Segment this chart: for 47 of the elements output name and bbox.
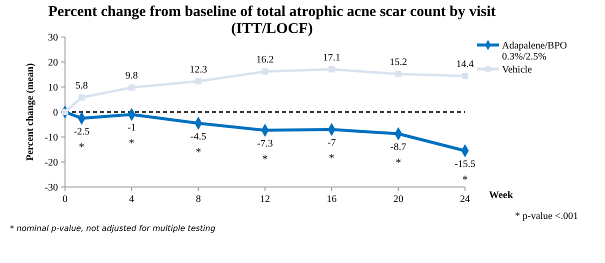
- y-tick-label: 20: [48, 58, 58, 68]
- y-tick-label: 10: [48, 82, 58, 94]
- y-tick-label: -20: [44, 158, 58, 168]
- data-label: -15.5: [454, 158, 476, 170]
- data-label: -4.5: [190, 131, 206, 142]
- annotation: *: [462, 174, 468, 186]
- data-label: 16.2: [256, 54, 274, 66]
- point: [462, 72, 468, 80]
- point: [195, 78, 202, 84]
- x-tick-label: 4: [129, 194, 134, 205]
- point: [78, 94, 85, 101]
- point: [128, 84, 135, 91]
- point: [328, 66, 335, 72]
- text: * nominal p-value, not adjusted for multiple testing: [10, 224, 216, 233]
- text: * p-value <.001: [515, 211, 578, 222]
- data-label: 17.1: [322, 52, 340, 64]
- annotation: *: [196, 146, 202, 158]
- y-tick-label: 0: [53, 108, 58, 118]
- data-label: 9.8: [125, 70, 138, 82]
- annotation: *: [78, 141, 84, 154]
- x-axis-title: Week: [489, 190, 514, 201]
- data-label: 5.8: [75, 80, 88, 92]
- annotation: *: [128, 138, 134, 150]
- point: [395, 70, 402, 78]
- legend-label: Adapalene/BPO 0.3%/2.5%: [502, 40, 567, 62]
- x-tick-label: 16: [326, 194, 337, 205]
- annotation: *: [262, 153, 268, 166]
- point: [262, 68, 268, 75]
- annotation: *: [328, 152, 334, 164]
- y-axis-title: Percent change (mean): [25, 63, 36, 161]
- x-tick-label: 24: [460, 194, 470, 205]
- data-label: -2.5: [74, 126, 90, 138]
- legend-label: Vehicle: [502, 64, 533, 76]
- x-tick-label: 0: [62, 194, 68, 205]
- x-tick-label: 20: [393, 194, 404, 205]
- data-label: -7: [327, 138, 336, 148]
- y-tick-label: -10: [44, 132, 58, 144]
- data-label: 12.3: [190, 64, 208, 76]
- data-label: 15.2: [390, 57, 408, 68]
- annotation: *: [396, 156, 402, 169]
- data-label: 14.4: [456, 59, 474, 70]
- data-label: -1: [127, 122, 136, 134]
- data-label: -7.3: [257, 138, 273, 150]
- x-tick-label: 8: [196, 194, 201, 205]
- x-tick-label: 12: [260, 194, 270, 205]
- data-label: -8.7: [390, 142, 406, 153]
- y-tick-label: -30: [44, 182, 58, 194]
